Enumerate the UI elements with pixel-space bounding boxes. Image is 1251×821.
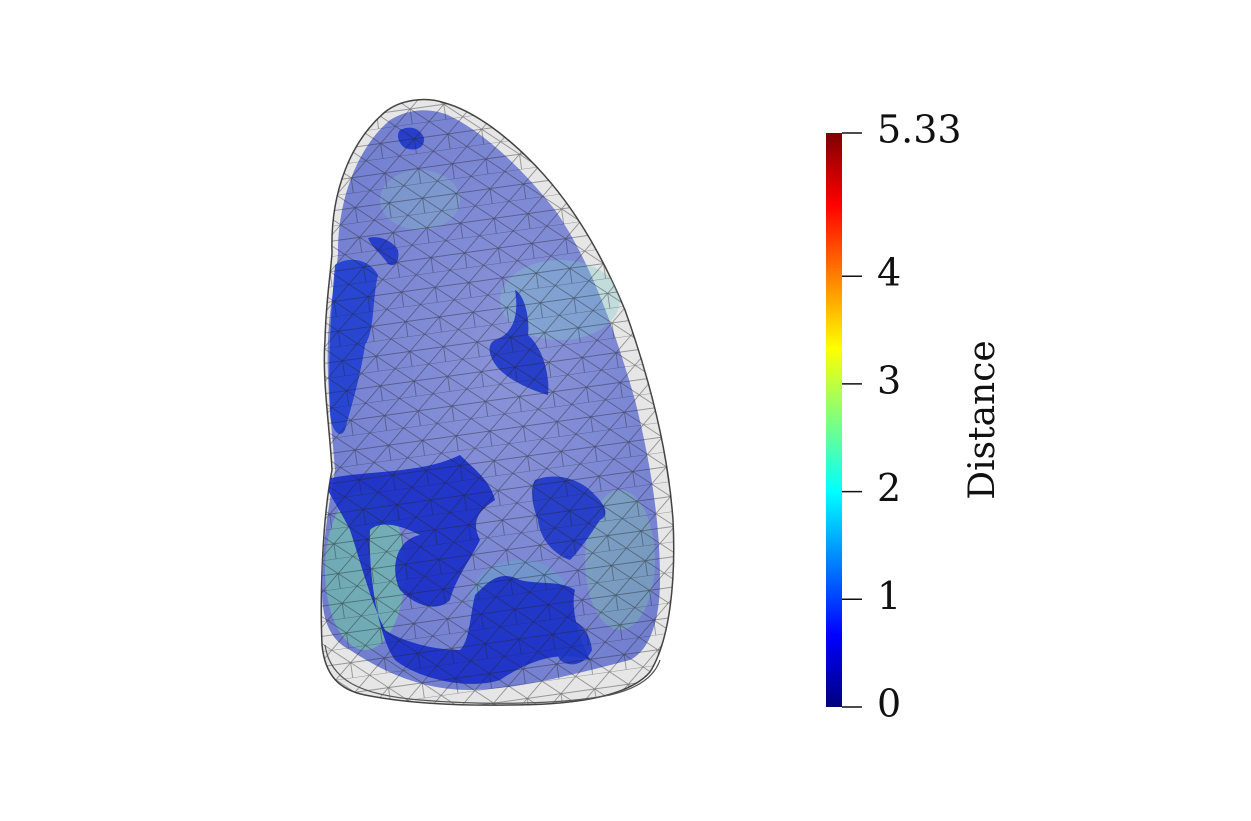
colorbar-title: Distance [962,340,1003,499]
colorbar-gradient [826,133,842,707]
lung-mesh[interactable] [300,90,700,720]
mesh-wireframe [321,99,674,706]
colorbar-ticks: 5.33 4 3 2 1 0 [842,108,962,726]
colorbar: 5.33 4 3 2 1 0 Distance [826,108,1003,726]
colorbar-tick-label: 5.33 [877,108,962,152]
colorbar-tick-label: 2 [877,466,901,510]
shell-rim [324,644,661,704]
colorbar-tick-label: 3 [877,358,901,402]
colorbar-tick-label: 0 [877,682,901,726]
colorbar-tick-label: 4 [877,251,901,295]
colorbar-tick-label: 1 [877,574,901,618]
